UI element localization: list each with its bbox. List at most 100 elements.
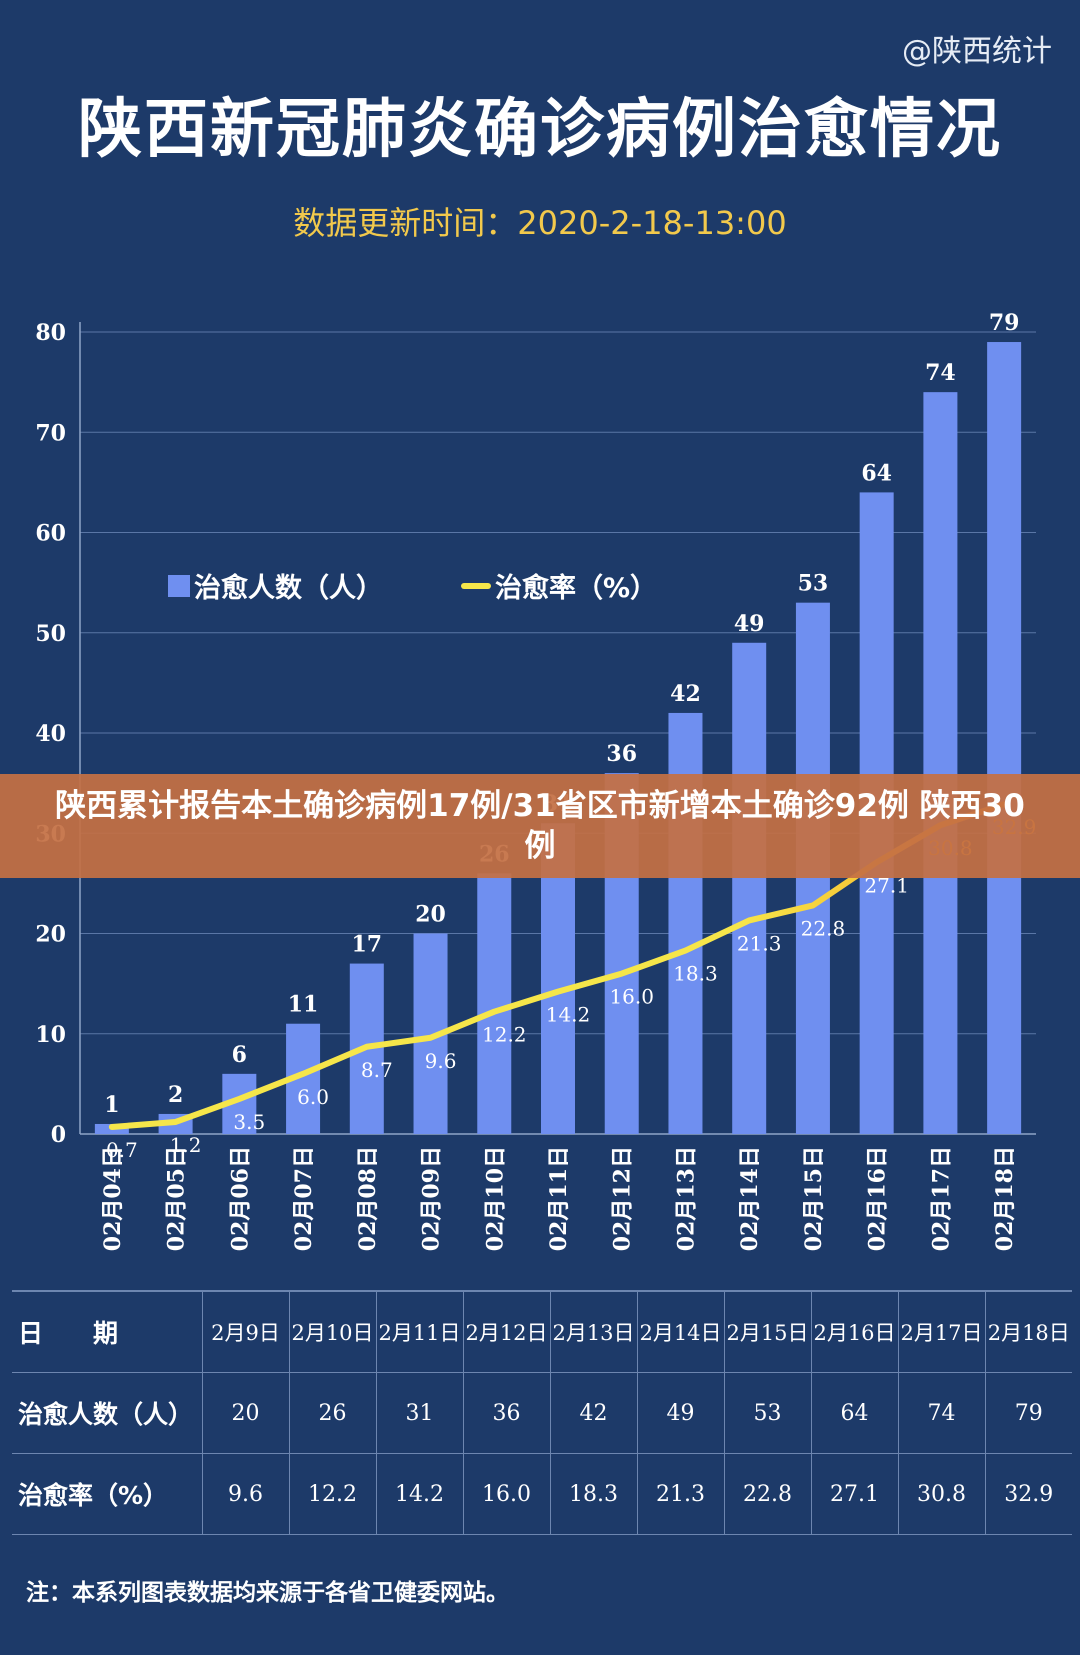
table-cell: 30.8 <box>897 1453 986 1535</box>
table-row-rate: 治愈率（%） 9.6 12.2 14.2 16.0 18.3 21.3 22.8… <box>12 1453 1072 1535</box>
rate-value-label: 6.0 <box>297 1085 329 1109</box>
x-tick-label: 02月09日 <box>419 1146 445 1251</box>
news-banner[interactable]: 陕西累计报告本土确诊病例17例/31省区市新增本土确诊92例 陕西30例 <box>0 774 1080 878</box>
bar-value-label: 42 <box>670 681 701 707</box>
rate-value-label: 3.5 <box>233 1110 265 1134</box>
rate-value-label: 21.3 <box>737 931 782 955</box>
table-date-cell: 2月17日 <box>897 1290 986 1373</box>
bar-value-label: 36 <box>606 741 637 767</box>
page-title: 陕西新冠肺炎确诊病例治愈情况 <box>78 93 1002 167</box>
table-cell: 32.9 <box>984 1453 1072 1535</box>
table-date-cell: 2月11日 <box>375 1290 464 1373</box>
rate-value-label: 12.2 <box>482 1023 527 1047</box>
x-tick-label: 02月07日 <box>291 1146 317 1251</box>
table-date-cell: 2月9日 <box>201 1290 290 1373</box>
bar <box>477 873 512 1134</box>
table-cell: 14.2 <box>375 1453 464 1535</box>
bar-value-label: 11 <box>288 992 319 1018</box>
x-tick-label: 02月12日 <box>610 1146 636 1251</box>
table-cell: 16.0 <box>462 1453 551 1535</box>
table-row-label: 治愈人数（人） <box>12 1372 203 1454</box>
rate-value-label: 18.3 <box>673 962 718 986</box>
y-tick-label: 50 <box>35 621 66 647</box>
rate-value-label: 0.7 <box>106 1138 138 1162</box>
table-cell: 31 <box>375 1372 464 1454</box>
y-tick-label: 40 <box>35 721 66 747</box>
x-tick-label: 02月18日 <box>992 1146 1018 1251</box>
x-tick-label: 02月16日 <box>865 1146 891 1251</box>
x-tick-label: 02月11日 <box>546 1146 572 1251</box>
table-cell: 74 <box>897 1372 986 1454</box>
x-tick-label: 02月08日 <box>355 1146 381 1251</box>
bar-value-label: 79 <box>989 310 1020 336</box>
legend-line-swatch <box>461 582 491 589</box>
table-date-cell: 2月12日 <box>462 1290 551 1373</box>
bar-value-label: 53 <box>798 571 829 597</box>
source-tag: @陕西统计 <box>902 34 1052 69</box>
table-cell: 26 <box>288 1372 377 1454</box>
table-cell: 20 <box>201 1372 290 1454</box>
rate-value-label: 8.7 <box>361 1058 393 1082</box>
bar-value-label: 20 <box>415 902 446 928</box>
y-tick-label: 10 <box>35 1022 66 1048</box>
x-tick-label: 02月06日 <box>227 1146 253 1251</box>
table-cell: 42 <box>549 1372 638 1454</box>
bar-value-label: 74 <box>925 360 956 386</box>
table-date-cell: 2月13日 <box>549 1290 638 1373</box>
bar-value-label: 49 <box>734 611 765 637</box>
y-tick-label: 70 <box>35 420 66 446</box>
x-tick-label: 02月04日 <box>100 1146 126 1251</box>
table-header-label: 日 期 <box>12 1290 203 1373</box>
legend-line-label: 治愈率（%） <box>495 573 658 604</box>
rate-value-label: 9.6 <box>425 1049 457 1073</box>
bar-value-label: 2 <box>168 1082 183 1108</box>
x-tick-label: 02月13日 <box>673 1146 699 1251</box>
table-cell: 53 <box>723 1372 812 1454</box>
y-tick-label: 60 <box>35 521 66 547</box>
table-cell: 36 <box>462 1372 551 1454</box>
table-cell: 22.8 <box>723 1453 812 1535</box>
x-tick-label: 02月14日 <box>737 1146 763 1251</box>
bar <box>923 392 958 1134</box>
footnote: 注：本系列图表数据均来源于各省卫健委网站。 <box>26 1580 509 1606</box>
table-date-cell: 2月18日 <box>984 1290 1072 1373</box>
x-tick-label: 02月05日 <box>164 1146 190 1251</box>
data-table: 日 期 2月9日 2月10日 2月11日 2月12日 2月13日 2月14日 2… <box>12 1290 1072 1535</box>
y-tick-label: 20 <box>35 922 66 948</box>
bar-value-label: 1 <box>104 1092 119 1118</box>
table-cell: 9.6 <box>201 1453 290 1535</box>
bar-value-label: 17 <box>351 932 382 958</box>
chart: 0102030405060708012611172026313642495364… <box>35 310 1036 1251</box>
x-tick-label: 02月15日 <box>801 1146 827 1251</box>
table-cell: 49 <box>636 1372 725 1454</box>
legend-bar-label: 治愈人数（人） <box>194 573 383 604</box>
bar-value-label: 64 <box>861 460 892 486</box>
table-row-dates: 日 期 2月9日 2月10日 2月11日 2月12日 2月13日 2月14日 2… <box>12 1290 1072 1373</box>
table-date-cell: 2月16日 <box>810 1290 899 1373</box>
legend-bar-swatch <box>168 574 190 597</box>
x-tick-label: 02月17日 <box>928 1146 954 1251</box>
x-tick-label: 02月10日 <box>482 1146 508 1251</box>
table-date-cell: 2月10日 <box>288 1290 377 1373</box>
update-time: 数据更新时间：2020-2-18-13:00 <box>293 204 787 242</box>
rate-value-label: 16.0 <box>609 985 654 1009</box>
y-tick-label: 0 <box>51 1122 66 1148</box>
bar-value-label: 6 <box>232 1042 247 1068</box>
table-cell: 64 <box>810 1372 899 1454</box>
table-row-label: 治愈率（%） <box>12 1453 203 1535</box>
table-cell: 18.3 <box>549 1453 638 1535</box>
table-date-cell: 2月15日 <box>723 1290 812 1373</box>
rate-value-label: 22.8 <box>801 916 846 940</box>
rate-value-label: 14.2 <box>546 1003 591 1027</box>
chart-legend: 治愈人数（人） 治愈率（%） <box>168 566 657 605</box>
bar <box>732 642 767 1134</box>
rate-value-label: 1.2 <box>170 1133 202 1157</box>
table-cell: 27.1 <box>810 1453 899 1535</box>
table-cell: 79 <box>984 1372 1072 1454</box>
bar <box>987 342 1022 1134</box>
table-cell: 21.3 <box>636 1453 725 1535</box>
y-tick-label: 80 <box>35 320 66 346</box>
table-cell: 12.2 <box>288 1453 377 1535</box>
table-date-cell: 2月14日 <box>636 1290 725 1373</box>
